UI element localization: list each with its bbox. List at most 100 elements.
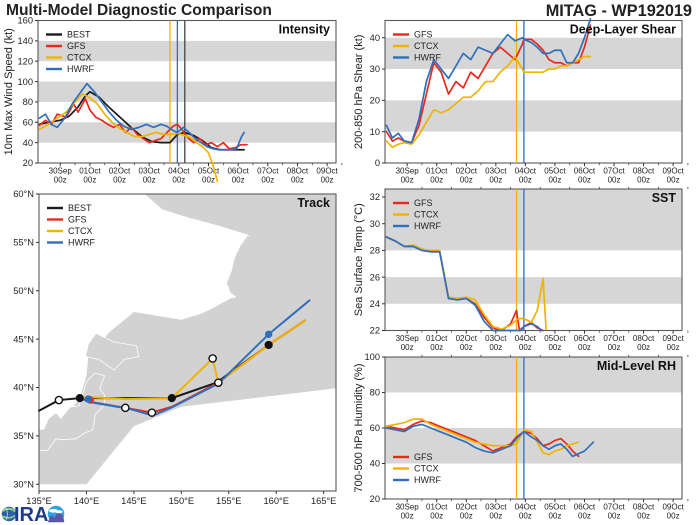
svg-text:09Oct: 09Oct — [662, 503, 684, 512]
svg-text:SST: SST — [652, 191, 677, 205]
svg-text:00z: 00z — [83, 176, 96, 185]
svg-text:HWRF: HWRF — [67, 64, 94, 74]
svg-text:06Oct: 06Oct — [227, 167, 249, 176]
svg-text:09Oct: 09Oct — [316, 167, 338, 176]
svg-text:Sea Surface Temp (°C): Sea Surface Temp (°C) — [353, 203, 365, 316]
svg-text:Deep-Layer Shear: Deep-Layer Shear — [570, 23, 676, 37]
svg-text:CTCX: CTCX — [68, 226, 93, 236]
svg-text:07Oct: 07Oct — [257, 167, 279, 176]
svg-text:02Oct: 02Oct — [456, 167, 478, 176]
svg-text:00z: 00z — [172, 176, 185, 185]
svg-text:00z: 00z — [667, 512, 680, 521]
svg-text:GFS: GFS — [68, 215, 87, 225]
svg-text:07Oct: 07Oct — [603, 503, 625, 512]
svg-text:08Oct: 08Oct — [287, 167, 309, 176]
svg-text:140°E: 140°E — [74, 496, 99, 506]
svg-text:00z: 00z — [548, 176, 561, 185]
svg-text:09Oct: 09Oct — [662, 167, 684, 176]
svg-text:80: 80 — [370, 388, 380, 398]
svg-text:00z: 00z — [667, 343, 680, 352]
svg-text:01Oct: 01Oct — [426, 334, 448, 343]
svg-text:00z: 00z — [637, 343, 650, 352]
svg-text:45°N: 45°N — [13, 334, 34, 344]
svg-text:60: 60 — [23, 117, 33, 127]
svg-text:700-500 hPa Humidity (%): 700-500 hPa Humidity (%) — [353, 363, 365, 492]
svg-text:00z: 00z — [430, 343, 443, 352]
svg-text:00z: 00z — [519, 343, 532, 352]
svg-text:00z: 00z — [291, 176, 304, 185]
svg-text:155°E: 155°E — [216, 496, 241, 506]
svg-text:Mid-Level RH: Mid-Level RH — [597, 359, 676, 373]
svg-text:00z: 00z — [608, 343, 621, 352]
svg-text:30°N: 30°N — [13, 479, 34, 489]
svg-text:00z: 00z — [401, 176, 414, 185]
svg-text:05Oct: 05Oct — [544, 334, 566, 343]
svg-text:00z: 00z — [430, 512, 443, 521]
svg-text:04Oct: 04Oct — [168, 167, 190, 176]
svg-text:60°N: 60°N — [13, 189, 34, 199]
svg-text:03Oct: 03Oct — [485, 503, 507, 512]
svg-text:HWRF: HWRF — [414, 221, 441, 231]
svg-text:24: 24 — [370, 299, 380, 309]
svg-text:06Oct: 06Oct — [574, 167, 596, 176]
svg-text:02Oct: 02Oct — [456, 334, 478, 343]
svg-text:00z: 00z — [578, 176, 591, 185]
svg-text:04Oct: 04Oct — [515, 503, 537, 512]
svg-text:00z: 00z — [54, 176, 67, 185]
svg-text:CTCX: CTCX — [414, 41, 439, 51]
svg-text:00z: 00z — [430, 176, 443, 185]
svg-text:02Oct: 02Oct — [456, 503, 478, 512]
svg-text:01Oct: 01Oct — [426, 503, 448, 512]
svg-text:140: 140 — [17, 36, 33, 46]
svg-text:00z: 00z — [489, 176, 502, 185]
svg-text:30: 30 — [370, 219, 380, 229]
svg-text:00z: 00z — [143, 176, 156, 185]
svg-text:0: 0 — [375, 158, 380, 168]
svg-text:00z: 00z — [608, 176, 621, 185]
svg-text:00z: 00z — [548, 343, 561, 352]
svg-text:120: 120 — [17, 56, 33, 66]
svg-text:CTCX: CTCX — [414, 464, 439, 474]
svg-text:30Sep: 30Sep — [49, 167, 73, 176]
svg-text:40: 40 — [370, 33, 380, 43]
svg-text:150°E: 150°E — [169, 496, 194, 506]
svg-text:00z: 00z — [667, 176, 680, 185]
svg-text:GFS: GFS — [67, 41, 86, 51]
svg-text:02Oct: 02Oct — [109, 167, 131, 176]
svg-text:BEST: BEST — [67, 30, 91, 40]
svg-text:00z: 00z — [637, 512, 650, 521]
svg-text:20: 20 — [370, 96, 380, 106]
svg-text:00z: 00z — [489, 343, 502, 352]
svg-text:26: 26 — [370, 272, 380, 282]
svg-text:09Oct: 09Oct — [662, 334, 684, 343]
svg-text:00z: 00z — [261, 176, 274, 185]
svg-text:00z: 00z — [232, 176, 245, 185]
svg-text:40°N: 40°N — [13, 383, 34, 393]
svg-text:60: 60 — [370, 423, 380, 433]
svg-text:00z: 00z — [519, 176, 532, 185]
svg-text:00z: 00z — [401, 512, 414, 521]
svg-text:00z: 00z — [608, 512, 621, 521]
svg-text:08Oct: 08Oct — [633, 167, 655, 176]
svg-text:05Oct: 05Oct — [544, 167, 566, 176]
svg-text:00z: 00z — [460, 512, 473, 521]
svg-text:Intensity: Intensity — [279, 23, 330, 37]
svg-text:55°N: 55°N — [13, 238, 34, 248]
svg-text:01Oct: 01Oct — [426, 167, 448, 176]
svg-text:165°E: 165°E — [311, 496, 336, 506]
svg-text:00z: 00z — [519, 512, 532, 521]
svg-text:28: 28 — [370, 246, 380, 256]
svg-text:00z: 00z — [578, 512, 591, 521]
svg-text:00z: 00z — [637, 176, 650, 185]
svg-text:32: 32 — [370, 192, 380, 202]
svg-text:04Oct: 04Oct — [515, 334, 537, 343]
svg-text:00z: 00z — [578, 343, 591, 352]
svg-text:HWRF: HWRF — [414, 475, 441, 485]
svg-text:10m Max Wind Speed (kt): 10m Max Wind Speed (kt) — [3, 28, 15, 155]
svg-text:GFS: GFS — [414, 30, 433, 40]
svg-text:20: 20 — [370, 494, 380, 504]
svg-text:05Oct: 05Oct — [198, 167, 220, 176]
svg-text:07Oct: 07Oct — [603, 334, 625, 343]
svg-text:08Oct: 08Oct — [633, 334, 655, 343]
svg-text:160°E: 160°E — [264, 496, 289, 506]
